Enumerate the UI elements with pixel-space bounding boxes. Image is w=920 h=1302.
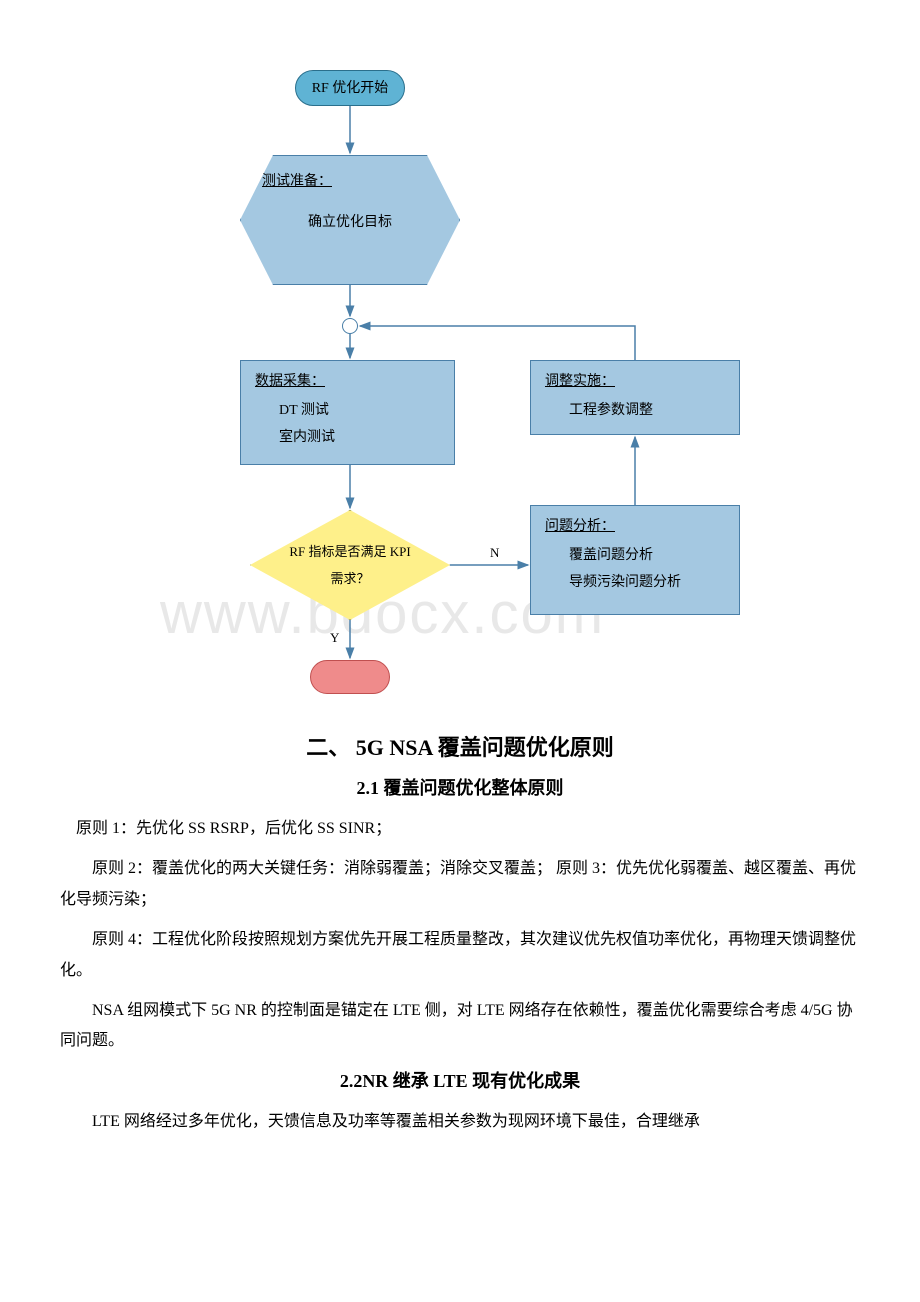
section2-1-title: 2.1 覆盖问题优化整体原则 — [60, 774, 860, 800]
principle-4: 原则 4：工程优化阶段按照规划方案优先开展工程质量整改，其次建议优先权值功率优化… — [60, 925, 860, 986]
nsa-note: NSA 组网模式下 5G NR 的控制面是锚定在 LTE 侧，对 LTE 网络存… — [60, 996, 860, 1057]
node-decision-line1: RF 指标是否满足 KPI — [289, 542, 410, 562]
node-analysis-line2: 导频污染问题分析 — [569, 572, 725, 593]
node-analysis-title: 问题分析： — [545, 516, 725, 537]
node-start: RF 优化开始 — [295, 70, 405, 106]
node-collect: 数据采集： DT 测试 室内测试 — [240, 360, 455, 465]
principle-2-3: 原则 2：覆盖优化的两大关键任务：消除弱覆盖；消除交叉覆盖； 原则 3：优先优化… — [60, 854, 860, 915]
node-collect-line1: DT 测试 — [279, 400, 440, 421]
node-collect-title: 数据采集： — [255, 371, 440, 392]
node-connector — [342, 318, 358, 334]
node-decision: RF 指标是否满足 KPI 需求？ — [250, 510, 450, 620]
section2-title: 二、 5G NSA 覆盖问题优化原则 — [60, 730, 860, 762]
principle-1: 原则 1：先优化 SS RSRP，后优化 SS SINR； — [60, 814, 860, 844]
node-prep-title: 测试准备： — [262, 171, 438, 192]
node-decision-line2: 需求？ — [330, 569, 369, 589]
node-adjust: 调整实施： 工程参数调整 — [530, 360, 740, 435]
node-analysis: 问题分析： 覆盖问题分析 导频污染问题分析 — [530, 505, 740, 615]
node-collect-line2: 室内测试 — [279, 427, 440, 448]
node-adjust-line1: 工程参数调整 — [569, 400, 725, 421]
node-analysis-line1: 覆盖问题分析 — [569, 545, 725, 566]
node-start-label: RF 优化开始 — [312, 78, 389, 99]
section2-2-title: 2.2NR 继承 LTE 现有优化成果 — [60, 1067, 860, 1093]
node-prep: 测试准备： 确立优化目标 — [240, 155, 460, 285]
node-adjust-title: 调整实施： — [545, 371, 725, 392]
edge-label-n: N — [490, 545, 499, 561]
rf-optimization-flowchart: www.bdocx.com RF — [200, 40, 820, 700]
node-end — [310, 660, 390, 694]
edge-label-y: Y — [330, 630, 339, 646]
lte-inherit: LTE 网络经过多年优化，天馈信息及功率等覆盖相关参数为现网环境下最佳，合理继承 — [60, 1107, 860, 1137]
node-prep-line1: 确立优化目标 — [308, 215, 392, 230]
